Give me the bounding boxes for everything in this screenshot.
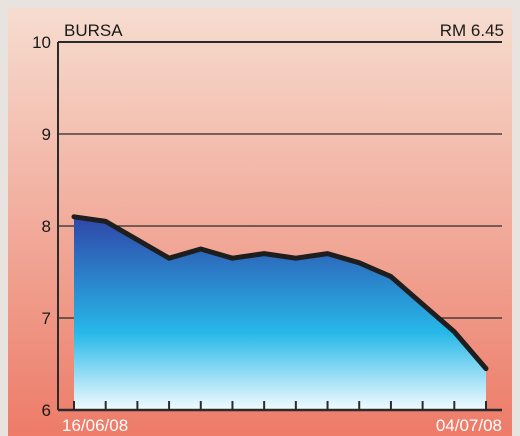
price-line — [71, 214, 489, 372]
chart-title: BURSA — [64, 21, 123, 40]
y-tick-label-10: 10 — [32, 33, 51, 52]
x-end-label: 04/07/08 — [436, 416, 502, 435]
x-start-label: 16/06/08 — [62, 416, 128, 435]
y-tick-labels: 6 7 8 9 10 — [32, 33, 51, 420]
y-tick-label-7: 7 — [42, 309, 51, 328]
price-label: RM 6.45 — [440, 21, 504, 40]
axis-layer — [57, 41, 502, 412]
y-tick-label-8: 8 — [42, 217, 51, 236]
price-area — [74, 216, 486, 410]
chart-svg: 6 7 8 9 10 BURSA RM 6.45 16/06/08 04/07/08 — [8, 8, 512, 436]
chart-frame: 6 7 8 9 10 BURSA RM 6.45 16/06/08 04/07/08 — [8, 8, 512, 436]
y-tick-label-9: 9 — [42, 125, 51, 144]
y-tick-label-6: 6 — [42, 401, 51, 420]
